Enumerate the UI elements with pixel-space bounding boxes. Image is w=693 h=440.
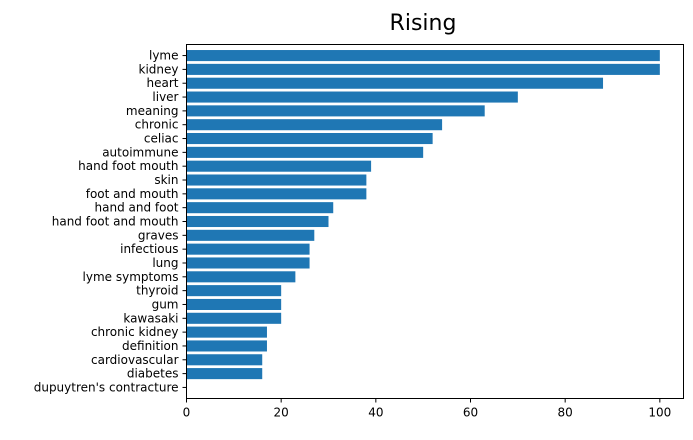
category-label: definition	[122, 339, 178, 353]
bar	[186, 119, 443, 131]
category-label: autoimmune	[102, 145, 178, 159]
category-label: kidney	[139, 62, 179, 76]
bar	[186, 326, 267, 338]
bar	[186, 77, 604, 89]
bar	[186, 257, 310, 269]
x-axis: 0 20 40 60 80 100	[183, 398, 671, 420]
bar	[186, 243, 310, 255]
bar	[186, 202, 334, 214]
bar	[186, 188, 367, 200]
category-label: celiac	[144, 132, 179, 146]
category-label: infectious	[120, 242, 178, 256]
category-label: thyroid	[136, 284, 178, 298]
bar	[186, 160, 372, 172]
bar	[186, 50, 660, 62]
category-label: dupuytren's contracture	[34, 380, 179, 394]
category-label: hand foot and mouth	[52, 215, 179, 229]
category-label: graves	[138, 228, 179, 242]
bar	[186, 215, 329, 228]
bar	[186, 368, 263, 380]
category-label: cardiovascular	[91, 353, 179, 367]
category-label: chronic	[135, 118, 179, 132]
category-label: heart	[147, 76, 179, 90]
bars-layer	[186, 50, 660, 380]
x-tick-label: 40	[368, 406, 383, 420]
bar	[186, 298, 282, 310]
bar	[186, 63, 660, 75]
bar	[186, 340, 267, 352]
bar	[186, 146, 424, 158]
category-label: diabetes	[127, 367, 179, 381]
category-label: lyme symptoms	[83, 270, 179, 284]
x-tick-label: 100	[648, 406, 671, 420]
category-label: chronic kidney	[91, 325, 179, 339]
category-labels: lymekidneyheartlivermeaningchronicceliac…	[34, 49, 187, 394]
bar	[186, 229, 315, 241]
category-label: kawasaki	[123, 311, 178, 325]
bar	[186, 105, 485, 117]
x-tick-label: 20	[274, 406, 289, 420]
category-label: skin	[154, 173, 178, 187]
plot-frame	[186, 44, 684, 399]
bar	[186, 91, 518, 103]
x-tick-label: 0	[183, 406, 191, 420]
bar	[186, 271, 296, 283]
category-label: foot and mouth	[86, 187, 179, 201]
bar	[186, 354, 263, 366]
x-tick-label: 60	[463, 406, 478, 420]
category-label: liver	[152, 90, 178, 104]
bar	[186, 312, 282, 324]
bar	[186, 133, 433, 145]
bar	[186, 285, 282, 297]
category-label: gum	[152, 297, 179, 311]
x-tick-label: 80	[558, 406, 573, 420]
category-label: lyme	[149, 49, 179, 63]
bar	[186, 174, 367, 186]
category-label: meaning	[126, 104, 179, 118]
chart-title: Rising	[390, 11, 457, 36]
category-label: hand foot mouth	[78, 159, 178, 173]
category-label: lung	[152, 256, 178, 270]
category-label: hand and foot	[95, 201, 179, 215]
